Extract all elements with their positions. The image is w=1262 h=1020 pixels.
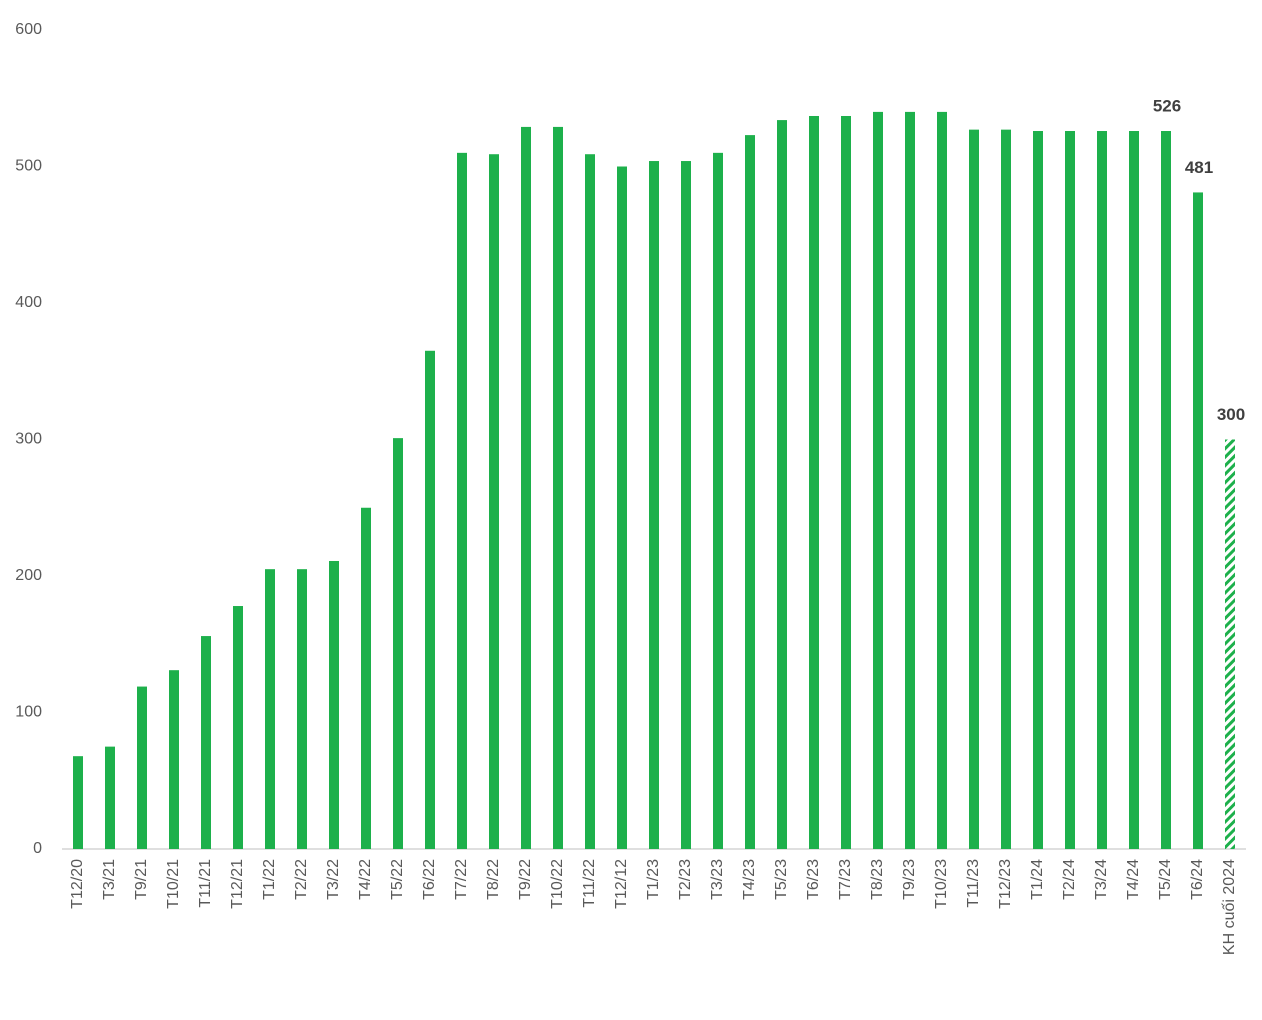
x-tick-label: T11/22 (581, 859, 598, 908)
x-tick-label: T5/24 (1157, 859, 1174, 900)
bar (873, 111, 883, 849)
x-tick-label: T7/23 (837, 859, 854, 900)
value-label: 526 (1153, 96, 1181, 115)
y-tick-label: 200 (15, 567, 42, 584)
bar (777, 120, 787, 850)
y-tick-label: 0 (33, 840, 42, 857)
x-tick-label: T10/21 (165, 859, 182, 909)
x-tick-label: T1/24 (1029, 859, 1046, 900)
bar (425, 350, 435, 849)
y-tick-label: 300 (15, 431, 42, 448)
bar (841, 115, 851, 850)
value-label: 300 (1217, 405, 1245, 424)
bar (1193, 192, 1203, 849)
x-tick-label: T11/21 (197, 859, 214, 908)
bar (489, 154, 499, 850)
bar (137, 686, 147, 849)
x-tick-label: T5/23 (773, 859, 790, 900)
x-tick-label: T8/22 (485, 859, 502, 900)
bar (1161, 131, 1171, 849)
x-tick-label: T3/22 (325, 859, 342, 900)
x-tick-label: T9/22 (517, 859, 534, 900)
bar (393, 438, 403, 849)
x-tick-label: T4/23 (741, 859, 758, 900)
bar (681, 161, 691, 850)
x-tick-label: T4/22 (357, 859, 374, 900)
x-tick-label: T2/23 (677, 859, 694, 900)
bar (521, 126, 531, 850)
bar (585, 154, 595, 850)
bar (265, 569, 275, 849)
bar (617, 166, 627, 849)
bar (1225, 439, 1235, 849)
x-tick-label: T1/23 (645, 859, 662, 900)
bar (169, 670, 179, 849)
bar (809, 115, 819, 850)
bar (1065, 131, 1075, 849)
bar (553, 126, 563, 850)
x-tick-label: T9/23 (901, 859, 918, 900)
bar (105, 746, 115, 849)
x-tick-label: T10/22 (549, 859, 566, 909)
bar (297, 569, 307, 849)
x-tick-label: T6/23 (805, 859, 822, 900)
bar (329, 560, 339, 849)
x-tick-label: T12/21 (229, 859, 246, 909)
y-tick-label: 500 (15, 158, 42, 175)
x-tick-label: KH cuối 2024 (1221, 859, 1238, 955)
x-tick-label: T5/22 (389, 859, 406, 900)
bar (713, 152, 723, 850)
y-tick-label: 400 (15, 294, 42, 311)
bar (1097, 131, 1107, 849)
x-tick-label: T12/20 (69, 859, 86, 909)
x-tick-label: T6/24 (1189, 859, 1206, 900)
x-tick-label: T8/23 (869, 859, 886, 900)
bar (1001, 129, 1011, 849)
bar (1033, 131, 1043, 849)
x-tick-label: T3/23 (709, 859, 726, 900)
bar (745, 135, 755, 850)
bar (201, 636, 211, 849)
bar (905, 111, 915, 849)
x-tick-label: T9/21 (133, 859, 150, 900)
x-tick-label: T3/24 (1093, 859, 1110, 900)
bar (937, 111, 947, 849)
x-tick-label: T6/22 (421, 859, 438, 900)
x-tick-label: T1/22 (261, 859, 278, 900)
x-tick-label: T2/22 (293, 859, 310, 900)
y-tick-label: 600 (15, 21, 42, 38)
x-tick-label: T3/21 (101, 859, 118, 900)
bar (1129, 131, 1139, 849)
bar (233, 606, 243, 849)
x-tick-label: T7/22 (453, 859, 470, 900)
x-tick-label: T10/23 (933, 859, 950, 909)
bar (457, 152, 467, 850)
x-tick-label: T2/24 (1061, 859, 1078, 900)
y-tick-label: 100 (15, 704, 42, 721)
bar (361, 507, 371, 849)
bar (969, 129, 979, 849)
x-tick-label: T11/23 (965, 859, 982, 908)
x-tick-label: T12/12 (613, 859, 630, 909)
bar (649, 161, 659, 850)
bar (73, 756, 83, 849)
value-label: 481 (1185, 158, 1213, 177)
x-tick-label: T4/24 (1125, 859, 1142, 900)
x-tick-label: T12/23 (997, 859, 1014, 909)
